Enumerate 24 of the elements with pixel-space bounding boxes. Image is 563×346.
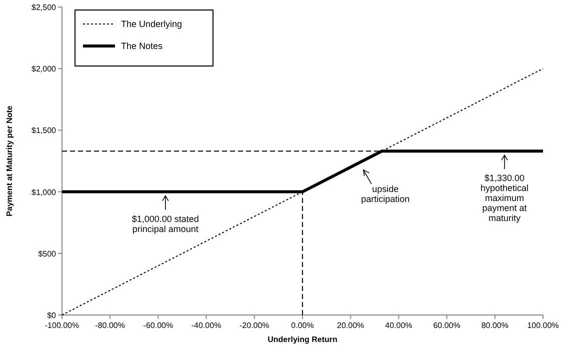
- y-tick-label: $0: [47, 311, 57, 320]
- x-tick-label: -40.00%: [191, 321, 222, 330]
- x-tick-label: -20.00%: [240, 321, 270, 330]
- x-axis-title: Underlying Return: [268, 335, 338, 344]
- x-tick-label: 20.00%: [337, 321, 364, 330]
- x-tick-label: 60.00%: [433, 321, 460, 330]
- y-tick-label: $1,500: [32, 126, 57, 136]
- x-tick-label: 0.00%: [291, 321, 314, 330]
- y-axis-title: Payment at Maturity per Note: [5, 105, 14, 216]
- y-tick-label: $500: [38, 249, 57, 258]
- x-tick-label: -100.00%: [44, 321, 80, 330]
- legend-label: The Underlying: [121, 19, 182, 29]
- x-tick-label: -60.00%: [143, 321, 174, 330]
- y-tick-label: $1,000: [32, 188, 57, 197]
- annotation: upside participation: [361, 184, 410, 204]
- legend-label: The Notes: [121, 41, 164, 51]
- annotation: $1,000.00 stated principal amount: [132, 214, 199, 234]
- y-tick-label: $2,000: [32, 64, 57, 74]
- y-tick-label: $2,500: [32, 3, 57, 12]
- x-tick-label: -80.00%: [95, 321, 125, 330]
- x-tick-label: 80.00%: [481, 321, 508, 330]
- annotation: $1,330.00 hypothetical maximum payment at maturity: [480, 173, 529, 224]
- x-tick-label: 40.00%: [385, 321, 412, 330]
- x-tick-label: 100.00%: [527, 321, 559, 330]
